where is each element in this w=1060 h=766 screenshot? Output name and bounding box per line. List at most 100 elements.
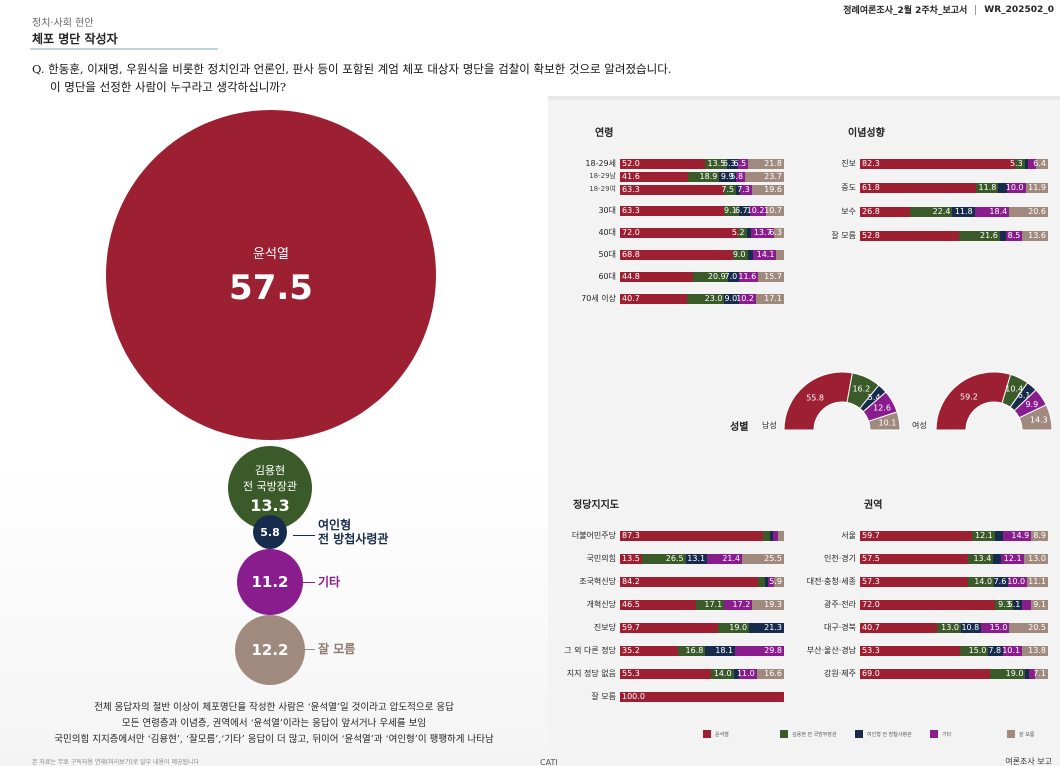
bubble-dunno-label: 잘 모름: [318, 642, 356, 656]
region-segment: 69.0: [860, 669, 990, 679]
bubble-yoon-name: 윤석열: [253, 246, 289, 262]
age-segment: 21.8: [748, 159, 784, 169]
party-bar: 55.3 14.0 11.0 16.6: [620, 669, 784, 679]
age-segment: 7.0: [724, 272, 740, 282]
ideology-segment: 52.8: [860, 231, 960, 241]
age-row-label: 18-29남: [589, 172, 616, 180]
region-segment: 10.1: [1002, 646, 1023, 656]
party-segment: [758, 577, 765, 587]
party-segment-value: 84.2: [622, 577, 640, 586]
age-segment-value: 21.8: [764, 159, 782, 168]
age-segment: 52.0: [620, 159, 706, 169]
age-segment: 5.8: [730, 172, 746, 182]
region-segment-value: 7.1: [1033, 669, 1046, 678]
question: Q. 한동훈, 이재명, 우원식을 비롯한 정치인과 언론인, 판사 등이 포함…: [32, 60, 671, 96]
report-code: WR_202502_0: [984, 4, 1054, 15]
region-bar: 59.7 12.1 14.9 8.9: [860, 531, 1048, 541]
party-title: 정당지지도: [573, 500, 619, 511]
male-label: 남성: [762, 421, 777, 430]
party-row-label: 개혁신당: [586, 600, 616, 609]
bubble-yeo-label: 여인형 전 방첩사령관: [318, 518, 388, 546]
age-segment: 18.9: [688, 172, 720, 182]
age-segment-value: 9.0: [732, 250, 746, 259]
age-bar: 63.3 7.5 7.3 19.6: [620, 185, 784, 195]
party-segment-value: 19.0: [729, 623, 748, 632]
legend-swatch: [780, 730, 788, 738]
age-segment-value: 6.3: [769, 228, 782, 237]
region-segment: 9.3: [995, 600, 1013, 610]
summary-line-1: 전체 응답자의 절반 이상이 체포명단을 작성한 사람은 ‘윤석열’일 것이라고…: [94, 702, 454, 713]
bubble-yeo-value: 5.8: [260, 525, 280, 539]
region-segment: 7.8: [988, 646, 1004, 656]
question-line-2: 이 명단을 선정한 사람이 누구라고 생각하십니까?: [50, 80, 287, 94]
region-segment-value: 13.8: [1028, 646, 1046, 655]
section-category: 정치·사회 현안: [32, 18, 94, 29]
party-segment: 13.1: [685, 554, 708, 564]
region-bar: 57.5 13.4 12.1 13.0: [860, 554, 1048, 564]
party-segment-value: 46.5: [622, 600, 640, 609]
region-segment-value: 11.1: [1028, 577, 1046, 586]
party-row-label: 그 외 다른 정당: [564, 646, 616, 655]
party-row-label: 국민의힘: [586, 554, 616, 563]
age-segment-value: 10.2: [736, 294, 754, 303]
age-bar: 63.3 9.1 6.7 10.2 10.7: [620, 206, 784, 216]
age-segment: 13.5: [705, 159, 728, 169]
legend-swatch: [703, 730, 711, 738]
party-bar: 35.2 16.8 18.1 29.8: [620, 646, 784, 656]
age-segment: 17.1: [755, 294, 784, 304]
age-segment-value: 6.7: [734, 206, 748, 215]
ideology-segment: 11.8: [976, 183, 999, 193]
region-segment-value: 69.0: [862, 669, 880, 678]
party-segment-value: 17.2: [732, 600, 751, 609]
party-segment: 25.5: [742, 554, 784, 564]
region-segment-value: 8.9: [1033, 531, 1046, 540]
region-segment-value: 12.1: [975, 531, 993, 540]
ideology-segment: 11.9: [1025, 183, 1048, 193]
report-header: 정례여론조사_2월 2주차_보고서 WR_202502_0: [837, 0, 1060, 19]
region-row-label: 대전·충청·세종: [806, 577, 856, 586]
age-segment-value: 5.8: [730, 172, 744, 181]
region-segment-value: 7.6: [993, 577, 1007, 586]
etc-connector: [303, 582, 315, 583]
ideology-bar: 61.8 11.8 10.0 11.9: [860, 183, 1048, 193]
summary-line-2: 모든 연령층과 이념층, 권역에서 ‘윤석열’이라는 응답이 앞서거나 우세를 …: [121, 718, 427, 729]
age-segment-value: 13.5: [707, 159, 726, 168]
age-row-label: 60대: [598, 272, 616, 281]
age-segment: 72.0: [620, 228, 739, 238]
age-segment: 6.5: [734, 159, 749, 169]
age-bar: 44.8 20.9 7.0 11.6 15.7: [620, 272, 784, 282]
age-row-label: 70세 이상: [581, 294, 616, 303]
region-segment: [1029, 669, 1035, 679]
age-segment: 9.1: [723, 206, 739, 216]
age-segment: 11.6: [738, 272, 759, 282]
male-donut: 55.8 16.25.412.6 10.1: [783, 371, 901, 431]
region-segment-value: 10.8: [961, 623, 980, 632]
age-segment-value: 68.8: [622, 250, 640, 259]
ideology-segment: 10.0: [1006, 183, 1026, 193]
ideology-segment: 61.8: [860, 183, 977, 193]
party-segment-value: 11.0: [736, 669, 755, 678]
region-segment-value: 19.0: [1005, 669, 1024, 678]
summary: 전체 응답자의 절반 이상이 체포명단을 작성한 사람은 ‘윤석열’일 것이라고…: [0, 700, 548, 748]
male-donut-value: 55.8: [806, 394, 824, 403]
bubble-dunno: 12.2: [235, 615, 305, 685]
ideology-segment: 11.8: [952, 207, 975, 217]
party-segment: [772, 531, 778, 541]
region-segment: 8.9: [1031, 531, 1048, 541]
bubble-yoon: 윤석열 57.5: [106, 110, 436, 440]
age-segment: 23.0: [686, 294, 725, 304]
age-segment-value: 63.3: [622, 206, 640, 215]
legend-label: 기타: [942, 731, 952, 738]
party-segment-value: 25.5: [764, 554, 782, 563]
age-segment-value: 23.7: [764, 172, 782, 181]
dunno-connector: [305, 649, 315, 650]
party-segment-value: 13.1: [687, 554, 706, 563]
party-segment: [763, 531, 770, 541]
region-segment-value: 59.7: [862, 531, 880, 540]
female-donut: 59.2 10.46.19.9 14.3: [935, 371, 1053, 431]
age-segment: 41.6: [620, 172, 689, 182]
ideology-title: 이념성향: [848, 128, 885, 139]
legend-swatch: [1007, 730, 1015, 738]
party-segment-value: 21.4: [722, 554, 741, 563]
age-row-label: 18-29세: [585, 159, 616, 168]
